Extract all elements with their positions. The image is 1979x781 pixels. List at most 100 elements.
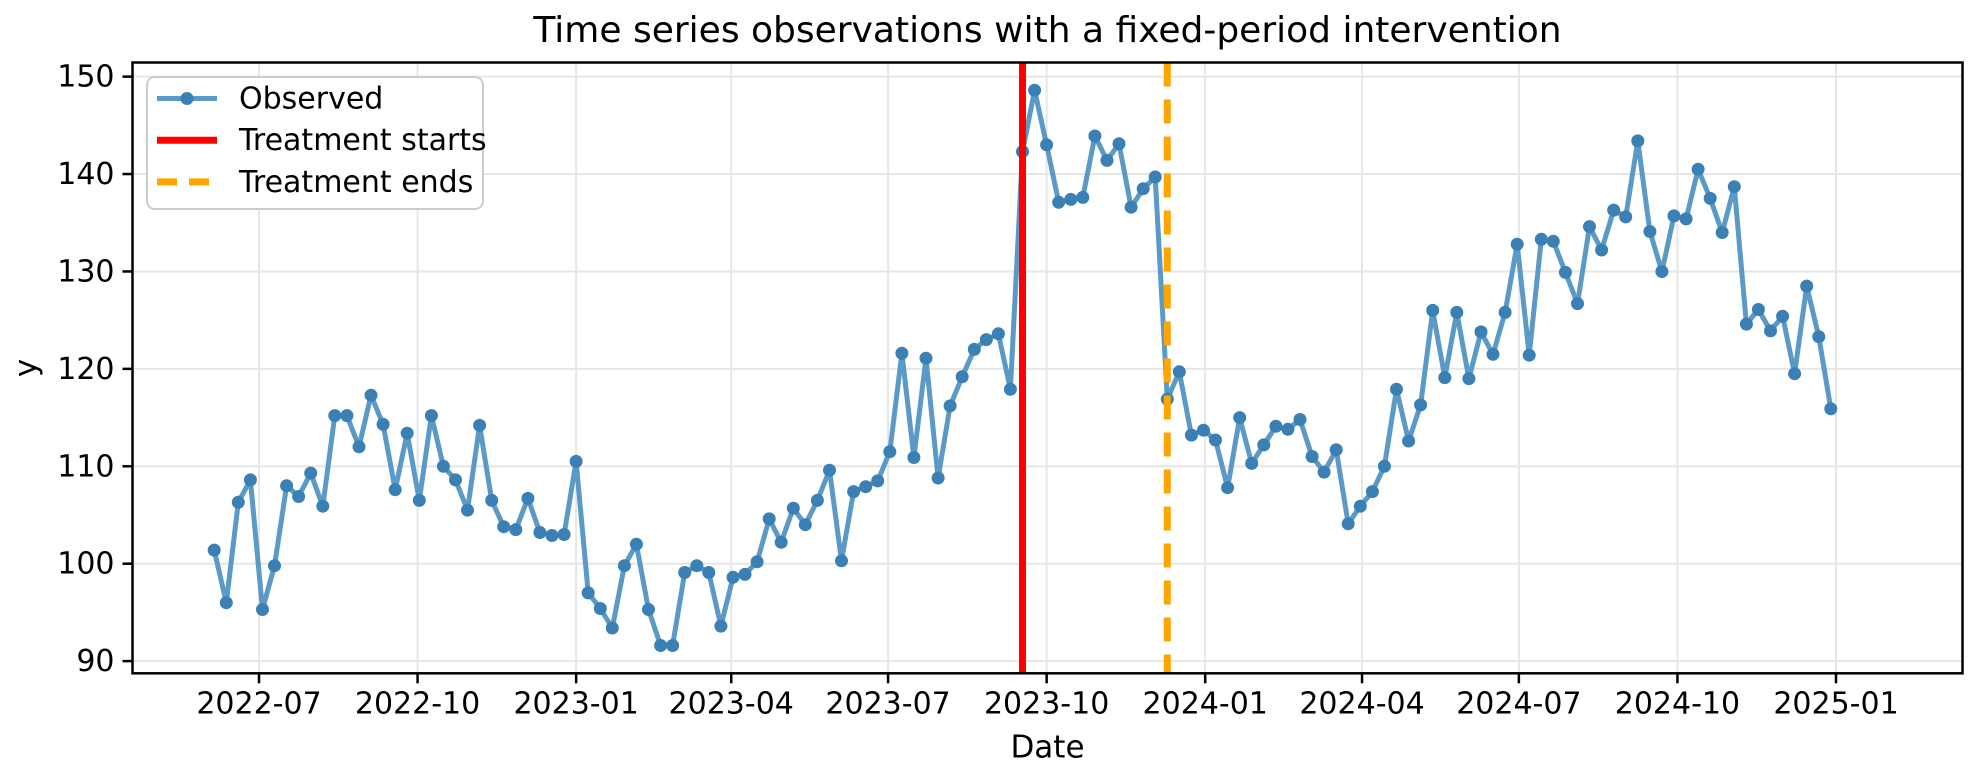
observed-marker [1100,153,1114,167]
observed-marker [1088,129,1102,143]
observed-marker [835,554,848,568]
observed-marker [304,466,318,480]
observed-marker [943,399,957,413]
observed-marker [219,596,233,610]
observed-marker [1595,243,1609,257]
x-tick-label: 2024-04 [1299,686,1424,721]
observed-marker [1269,419,1283,433]
observed-marker [376,417,390,431]
observed-marker [1739,317,1753,331]
observed-marker [1583,220,1596,234]
y-axis: 90 100 110 120 130 140 150 [57,60,133,679]
observed-marker [629,537,643,551]
x-tick-label: 2024-07 [1456,686,1581,721]
observed-marker [690,559,704,573]
x-tick-label: 2024-01 [1143,686,1268,721]
observed-marker [931,471,945,485]
observed-marker [738,567,752,581]
observed-marker [605,621,619,635]
observed-marker [1776,309,1790,323]
observed-marker [256,603,269,616]
observed-marker [1293,413,1307,426]
observed-marker [1148,170,1162,184]
observed-marker [449,473,462,487]
observed-marker [1571,297,1584,311]
y-tick-label: 130 [57,254,114,289]
observed-marker [400,426,414,440]
observed-marker [569,454,583,468]
observed-marker [1812,330,1826,344]
observed-marker [1317,465,1331,479]
observed-marker [1534,232,1548,246]
legend-box [146,76,484,210]
observed-marker [1402,434,1416,448]
observed-marker [967,342,981,356]
observed-marker [1462,372,1476,386]
observed-marker [883,445,897,459]
observed-marker [642,603,655,616]
observed-marker [895,346,909,360]
y-tick-label: 110 [57,449,114,484]
observed-marker [823,463,836,477]
observed-marker [762,512,776,526]
observed-marker [1438,371,1452,385]
observed-marker [1281,422,1295,436]
observed-marker [1426,303,1440,317]
y-tick-label: 120 [57,352,114,387]
x-tick-label: 2025-01 [1773,686,1898,721]
observed-marker [1365,485,1379,499]
observed-marker [991,327,1005,341]
observed-marker [1643,225,1657,238]
observed-marker [1028,83,1042,97]
legend-label: Treatment ends [238,165,473,200]
observed-marker [1172,365,1186,379]
observed-marker [231,495,245,509]
observed-marker [340,409,354,423]
legend-observed-marker [180,92,194,105]
observed-marker [1510,237,1524,251]
observed-marker [774,535,788,549]
observed-marker [1197,423,1210,437]
observed-marker [1209,433,1222,447]
observed-marker [1691,162,1705,176]
observed-marker [1715,226,1729,239]
observed-marker [1546,234,1560,248]
observed-marker [1703,191,1717,205]
observed-marker [847,485,861,499]
observed-marker [810,493,824,507]
chart-title: Time series observations with a fixed-pe… [532,10,1561,51]
x-tick-label: 2023-01 [513,686,638,721]
observed-marker [316,499,330,513]
observed-marker [1558,265,1572,279]
y-tick-label: 150 [57,60,114,95]
observed-marker [1788,367,1802,381]
observed-marker [581,586,595,600]
observed-marker [1764,324,1777,338]
x-axis: 2022-07 2022-10 2023-01 2023-04 2023-07 2023-… [196,673,1899,721]
observed-marker [1450,305,1464,319]
observed-marker [750,555,764,569]
observed-marker [1631,134,1645,148]
observed-marker [907,451,921,464]
observed-marker [1003,382,1017,396]
observed-marker [702,566,716,579]
observed-marker [1751,303,1765,316]
observed-marker [509,523,523,537]
observed-marker [412,493,426,507]
observed-marker [1607,203,1621,217]
x-tick-label: 2022-10 [355,686,480,721]
x-tick-label: 2023-07 [825,686,950,721]
observed-series [207,83,1838,652]
y-tick-label: 100 [57,547,114,582]
observed-marker [1305,450,1319,463]
observed-marker [1486,347,1500,361]
observed-marker [678,566,692,579]
y-axis-label: y [8,359,44,377]
observed-marker [364,388,378,402]
observed-marker [328,409,342,423]
observed-marker [1824,402,1838,416]
observed-marker [1076,190,1090,204]
observed-marker [1498,305,1512,319]
x-tick-label: 2023-10 [984,686,1109,721]
observed-marker [1353,499,1367,513]
